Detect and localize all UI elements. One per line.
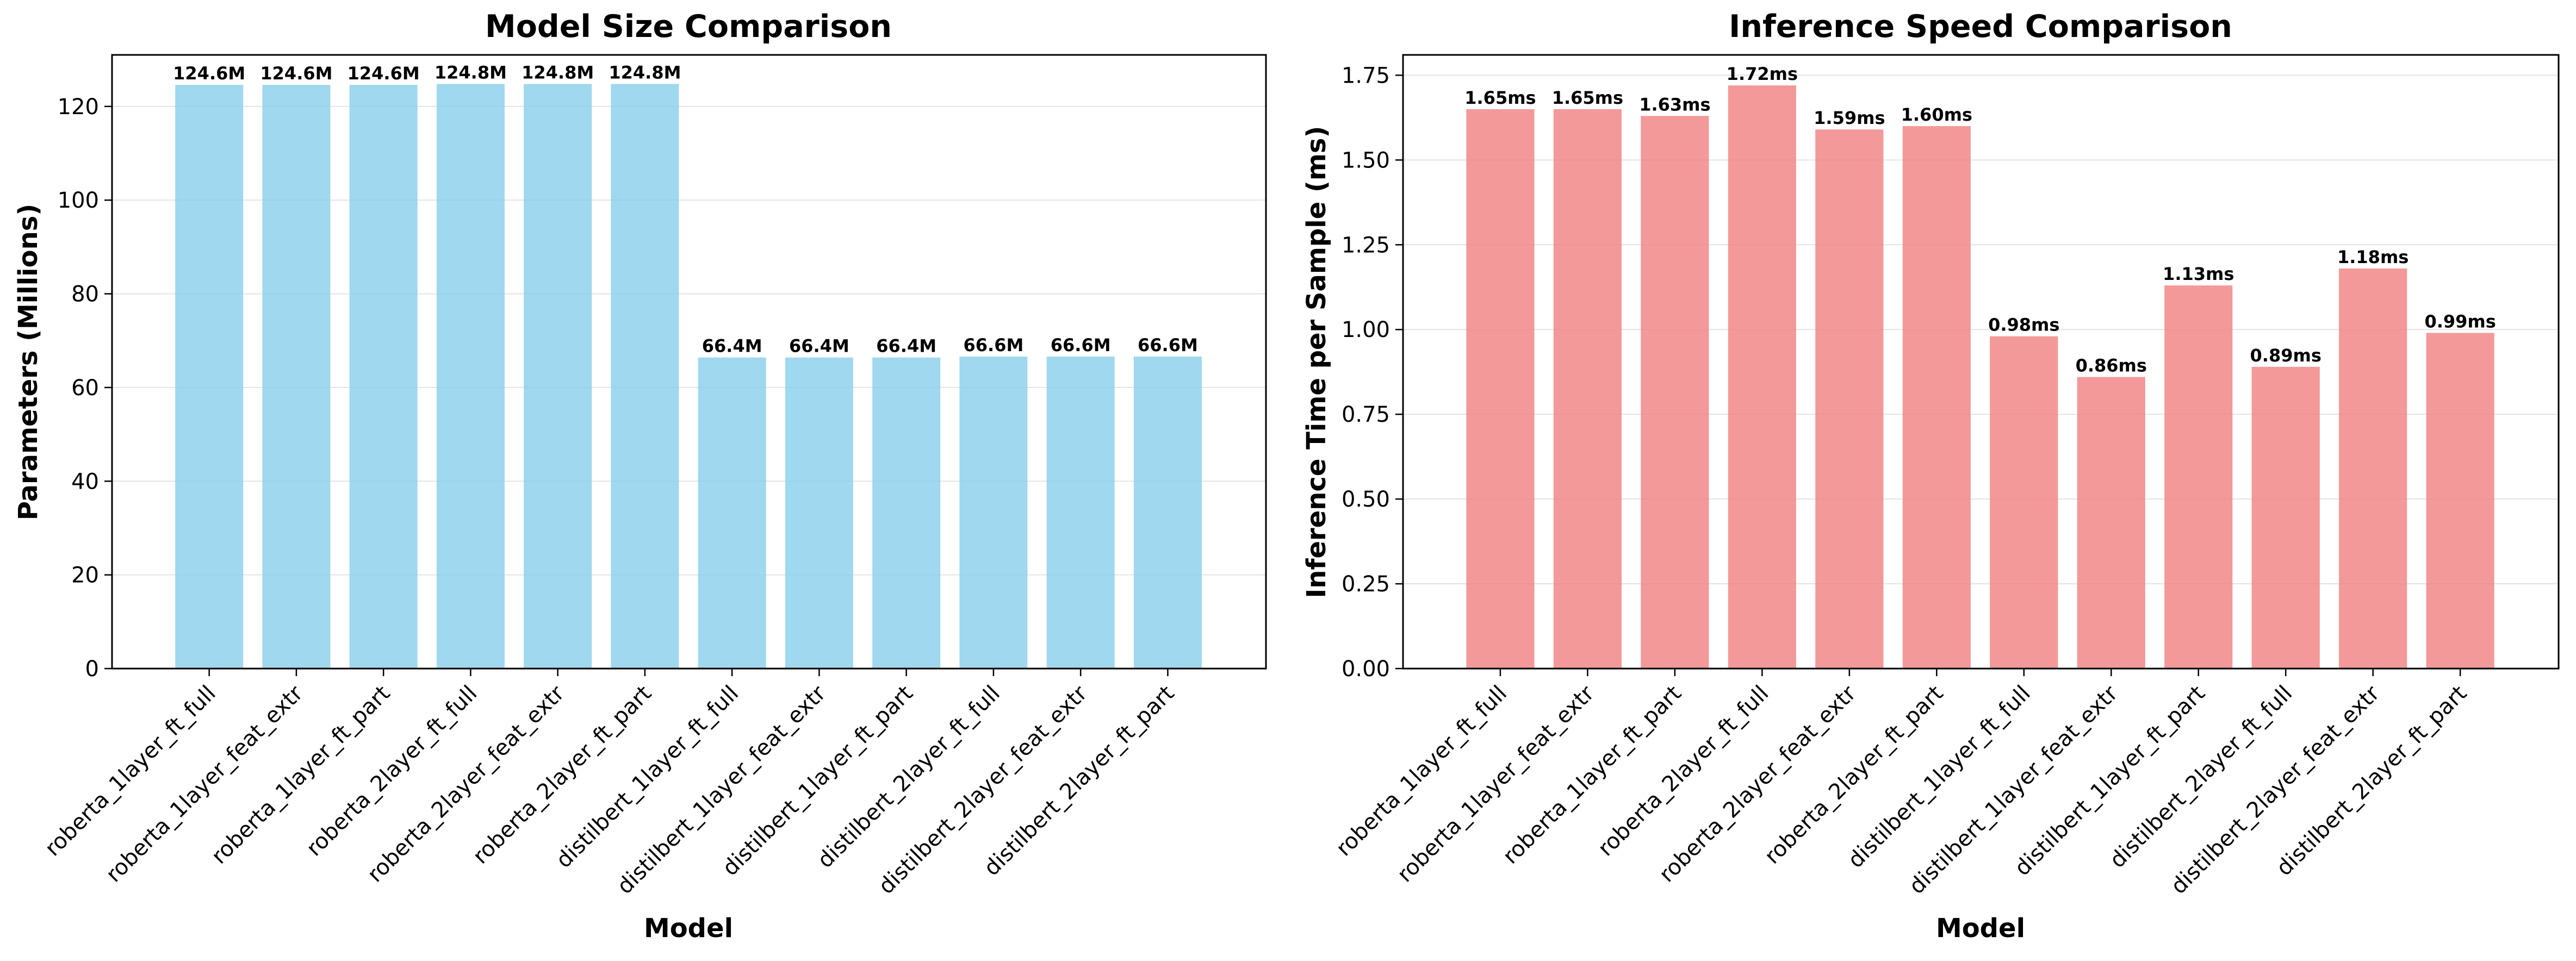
bar-value-label: 124.6M [173,63,245,84]
y-tick-label: 0 [85,657,99,682]
bar [436,84,505,669]
bar-value-label: 66.6M [964,335,1024,355]
bar [2164,285,2233,669]
bar [1046,357,1115,669]
bar [175,85,244,669]
bar [2077,377,2145,669]
bar-value-label: 124.6M [347,63,420,84]
bar-value-label: 0.89ms [2250,345,2321,366]
bar [262,85,331,669]
y-tick-label: 1.00 [1342,317,1390,342]
bar-value-label: 0.86ms [2076,355,2147,376]
bar [2426,333,2494,669]
bar-value-label: 66.4M [876,336,936,357]
x-axis-label: Model [1936,913,2025,944]
y-axis-label: Parameters (Millions) [13,204,44,521]
bar-value-label: 124.8M [609,62,681,83]
bar [1728,85,1796,669]
x-axis-label: Model [644,913,733,944]
bar [1902,126,1971,669]
y-tick-label: 80 [71,282,99,307]
y-tick-label: 0.50 [1342,487,1390,512]
bar-value-label: 66.6M [1051,335,1111,355]
bar [698,357,766,669]
bar [785,357,853,669]
y-tick-label: 120 [58,95,99,120]
bar [959,357,1028,669]
bar-value-label: 1.63ms [1639,94,1710,115]
bar [2251,366,2320,669]
bar-value-label: 0.98ms [1988,315,2059,335]
bar-value-label: 66.4M [702,336,762,357]
bar [1133,357,1202,669]
y-tick-label: 20 [71,563,99,588]
bar [524,84,592,669]
bar-value-label: 124.6M [260,63,332,84]
plot-frame [1402,54,2560,670]
bar-value-label: 1.59ms [1814,108,1885,128]
bar [2339,268,2407,669]
bar-value-label: 1.72ms [1727,64,1798,84]
bar-value-label: 0.99ms [2424,311,2496,332]
plot-frame [111,54,1267,670]
bar [1641,116,1709,669]
bar-value-label: 1.60ms [1901,104,1972,125]
bar-value-label: 124.8M [434,62,507,83]
bar-value-label: 66.6M [1138,335,1198,355]
y-axis-label: Inference Time per Sample (ms) [1301,126,1332,598]
y-tick-label: 60 [71,376,99,401]
bar [611,84,679,669]
bar [349,85,418,669]
bar-value-label: 124.8M [522,62,594,83]
y-tick-label: 1.75 [1342,63,1390,88]
bar [872,357,941,669]
bar [1466,109,1535,669]
bar [1815,129,1884,669]
y-tick-label: 1.50 [1342,148,1390,173]
y-tick-label: 1.25 [1342,233,1390,258]
bar-value-label: 1.65ms [1552,88,1623,108]
bar-value-label: 66.4M [789,336,849,357]
bar-value-label: 1.13ms [2163,264,2234,284]
y-tick-label: 0.75 [1342,402,1390,427]
y-tick-label: 40 [71,469,99,494]
bar [1553,109,1622,669]
y-tick-label: 0.25 [1342,572,1390,597]
bar [1990,336,2058,669]
y-tick-label: 100 [58,188,99,213]
bar-value-label: 1.18ms [2337,247,2409,267]
chart-title: Inference Speed Comparison [1729,9,2232,45]
y-tick-label: 0.00 [1342,657,1390,682]
bar-value-label: 1.65ms [1464,88,1536,108]
chart-title: Model Size Comparison [485,9,892,45]
